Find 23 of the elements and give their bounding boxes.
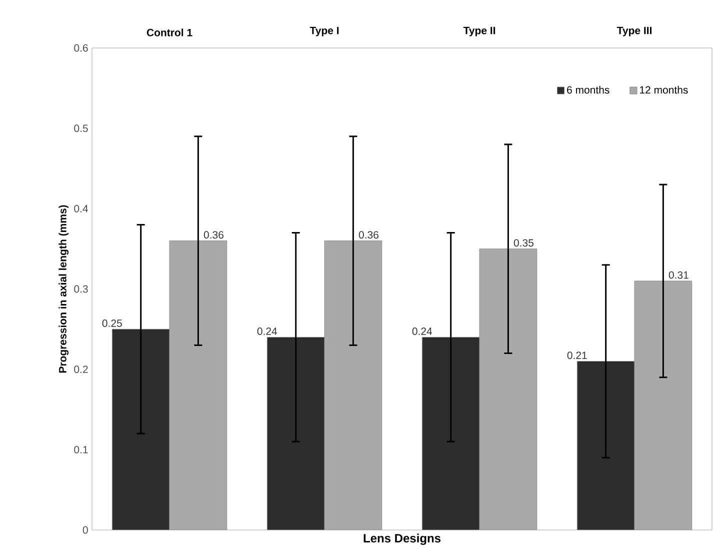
data-label: 0.31 [668,271,688,279]
y-tick-label: 0.4 [74,204,88,212]
legend-label: 12 months [640,86,688,94]
y-tick-label: 0.6 [74,44,88,52]
x-tick-label: Type III [616,26,652,36]
data-label: 0.24 [412,328,432,335]
x-tick-label: Control 1 [146,28,192,36]
data-label: 0.24 [257,328,278,335]
legend-label: 6 months [567,86,610,94]
data-label: 0.36 [358,231,378,239]
y-tick-label: 0.1 [74,446,88,454]
x-tick-label: Type II [463,26,496,36]
x-tick-label: Type I [310,26,339,36]
data-label: 0.25 [102,320,122,327]
data-label: 0.35 [514,239,534,247]
data-label: 0.36 [204,231,224,239]
x-axis-title: Lens Designs [364,534,441,545]
y-tick-label: 0 [82,526,88,534]
y-tick-label: 0.2 [74,366,88,374]
y-axis-title: Progression in axial length (mms) [58,205,69,373]
y-tick-label: 0.5 [74,124,88,132]
data-label: 0.21 [567,352,587,360]
y-tick-label: 0.3 [74,285,88,293]
